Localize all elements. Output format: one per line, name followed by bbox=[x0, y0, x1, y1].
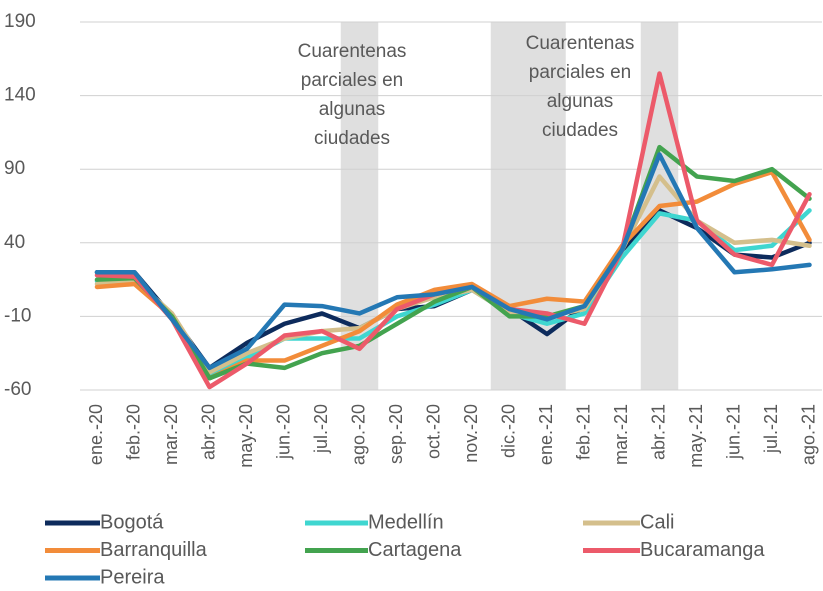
x-tick-label: ene.-20 bbox=[86, 404, 106, 465]
y-tick-label: 90 bbox=[4, 158, 25, 179]
annotation: ciudades bbox=[542, 120, 618, 141]
x-tick-label: ago.-20 bbox=[348, 404, 368, 465]
series-line bbox=[94, 144, 812, 381]
x-tick-label: jun.-20 bbox=[273, 404, 293, 460]
y-tick-label: -10 bbox=[4, 305, 31, 326]
x-tick-label: may.-20 bbox=[236, 404, 256, 468]
series-line bbox=[94, 174, 812, 375]
annotation: algunas bbox=[319, 99, 386, 120]
annotation: ciudades bbox=[314, 128, 390, 149]
x-tick-label: oct.-20 bbox=[423, 404, 443, 459]
x-tick-label: ene.-21 bbox=[536, 404, 556, 465]
x-tick-label: mar.-20 bbox=[161, 404, 181, 465]
annotation: algunas bbox=[547, 91, 614, 112]
y-tick-label: 140 bbox=[4, 85, 36, 106]
legend-label: Pereira bbox=[100, 566, 165, 588]
x-tick-label: may.-21 bbox=[686, 404, 706, 468]
legend-label: Bucaramanga bbox=[640, 539, 765, 561]
x-tick-label: feb.-20 bbox=[123, 404, 143, 460]
y-tick-label: -60 bbox=[4, 379, 31, 400]
y-tick-label: 40 bbox=[4, 232, 25, 253]
series-line bbox=[94, 152, 812, 371]
x-tick-label: jun.-21 bbox=[723, 404, 743, 460]
legend-label: Medellín bbox=[368, 511, 444, 533]
x-tick-label: mar.-21 bbox=[611, 404, 631, 465]
x-tick-label: abr.-21 bbox=[648, 404, 668, 460]
x-tick-label: jul.-20 bbox=[311, 404, 331, 454]
x-tick-label: ago.-21 bbox=[798, 404, 818, 465]
x-tick-label: dic.-20 bbox=[498, 404, 518, 458]
x-tick-label: nov.-20 bbox=[461, 404, 481, 463]
series-line bbox=[94, 169, 812, 381]
annotation: parciales en bbox=[529, 62, 631, 83]
legend-label: Cartagena bbox=[368, 539, 462, 561]
x-tick-label: feb.-21 bbox=[573, 404, 593, 460]
x-tick-label: jul.-21 bbox=[761, 404, 781, 454]
annotation: Cuarentenas bbox=[526, 33, 635, 54]
x-tick-label: abr.-20 bbox=[198, 404, 218, 460]
x-tick-label: sep.-20 bbox=[386, 404, 406, 464]
annotation: parciales en bbox=[301, 70, 403, 91]
legend-label: Cali bbox=[640, 511, 674, 533]
y-tick-label: 190 bbox=[4, 11, 36, 32]
legend-label: Barranquilla bbox=[100, 539, 208, 561]
legend-label: Bogotá bbox=[100, 511, 164, 533]
annotation: Cuarentenas bbox=[298, 41, 407, 62]
